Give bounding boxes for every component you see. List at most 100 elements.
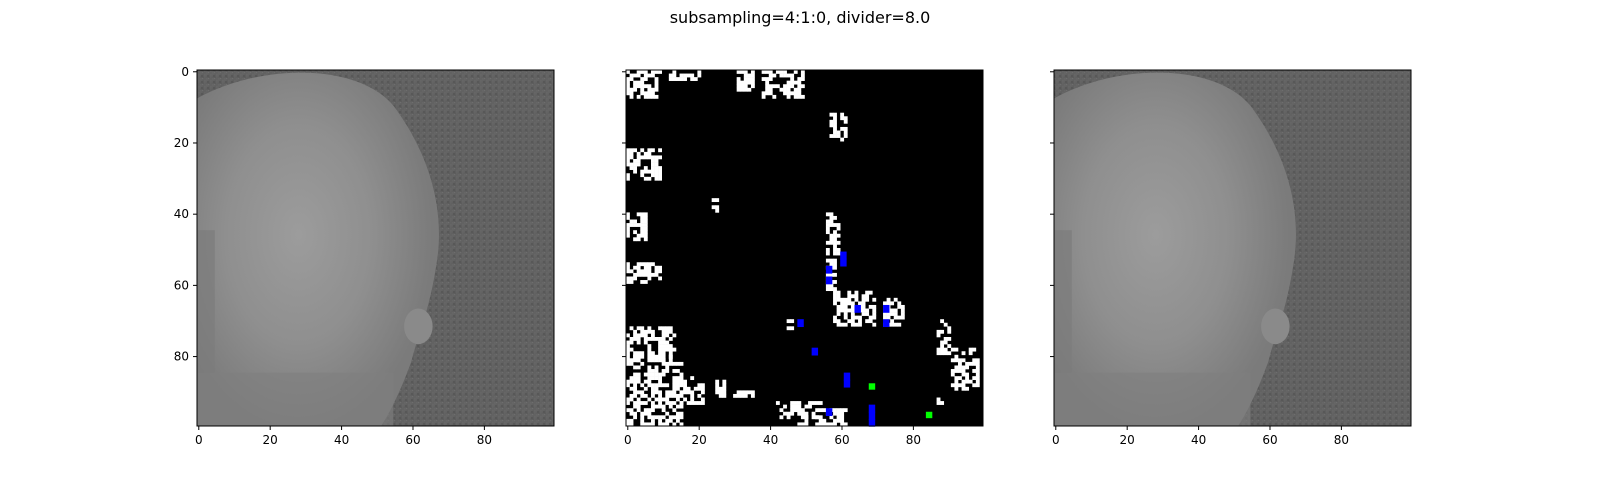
panel-1: 0 20 40 60 80 0 20 40 60 80 bbox=[174, 65, 555, 447]
mask-pixel bbox=[665, 344, 670, 348]
x-tick-label-4: 80 bbox=[1334, 433, 1349, 447]
mask-pixel bbox=[626, 379, 630, 384]
y-tick-label-0: 0 bbox=[181, 65, 189, 79]
mask-pixel bbox=[797, 77, 802, 81]
mask-pixel bbox=[629, 340, 634, 345]
mask-pixel bbox=[643, 77, 648, 81]
mask-pixel bbox=[654, 80, 659, 85]
mask-pixel bbox=[790, 80, 795, 85]
mask-pixel bbox=[636, 372, 641, 377]
mask-pixel bbox=[626, 408, 630, 413]
mask-pixel bbox=[761, 94, 766, 99]
mask-pixel bbox=[683, 397, 687, 402]
mask-pixel bbox=[829, 240, 834, 245]
x-tick-label-0: 0 bbox=[1052, 433, 1060, 447]
mask-pixel bbox=[633, 276, 638, 281]
y-tick-label-2: 40 bbox=[174, 207, 189, 221]
mask-pixel bbox=[643, 333, 648, 338]
mask-pixel bbox=[750, 80, 755, 85]
mask-pixel bbox=[629, 148, 634, 153]
mask-pixel bbox=[797, 422, 802, 427]
mask-pixel bbox=[629, 269, 634, 274]
mask-pixel bbox=[697, 383, 702, 388]
mask-pixel bbox=[629, 77, 634, 81]
mask-pixel bbox=[647, 411, 652, 416]
mask-pixel bbox=[840, 137, 845, 142]
mask-pixel bbox=[658, 265, 662, 270]
mask-pixel bbox=[629, 155, 634, 160]
mask-pixel bbox=[779, 87, 784, 92]
mask-pixel bbox=[654, 176, 659, 181]
mask-pixel bbox=[936, 329, 941, 334]
mask-pixel bbox=[961, 365, 966, 370]
mask-pixel bbox=[672, 70, 677, 74]
mask-pixel bbox=[683, 386, 687, 391]
mask-pixel bbox=[633, 80, 638, 85]
mask-pixel bbox=[836, 304, 841, 309]
mask-pixel bbox=[783, 91, 787, 96]
mask-pixel bbox=[672, 73, 677, 78]
mask-pixel bbox=[643, 94, 648, 99]
mask-pixel bbox=[679, 372, 684, 377]
mask-pixel bbox=[647, 73, 652, 78]
mask-pixel bbox=[665, 369, 670, 373]
mask-pixel bbox=[750, 77, 755, 81]
mask-pixel bbox=[643, 329, 648, 334]
mask-pixel bbox=[886, 297, 891, 302]
mask-pixel bbox=[626, 344, 630, 348]
mask-pixel bbox=[765, 80, 770, 85]
mask-pixel bbox=[654, 269, 659, 274]
mask-pixel bbox=[626, 276, 630, 281]
mask-pixel bbox=[636, 401, 641, 405]
mask-pixel bbox=[658, 337, 662, 341]
mask-pixel bbox=[658, 276, 662, 281]
mask-pixel bbox=[940, 344, 945, 348]
mask-pixel bbox=[850, 322, 855, 327]
mask-pixel bbox=[897, 315, 902, 320]
mask-pixel bbox=[626, 215, 630, 220]
x-tick-label-3: 60 bbox=[405, 433, 420, 447]
blue-mark-4 bbox=[797, 319, 804, 328]
mask-pixel bbox=[640, 272, 645, 277]
mask-pixel bbox=[829, 283, 834, 288]
mask-pixel bbox=[893, 308, 898, 313]
mask-pixel bbox=[958, 369, 962, 373]
mask-pixel bbox=[765, 91, 770, 96]
mask-pixel bbox=[636, 151, 641, 156]
mask-pixel bbox=[850, 308, 855, 313]
mask-pixel bbox=[629, 337, 634, 341]
mask-pixel bbox=[811, 415, 816, 420]
mask-pixel bbox=[647, 272, 652, 277]
mask-pixel bbox=[947, 326, 952, 331]
mask-pixel bbox=[790, 401, 795, 405]
mask-pixel bbox=[650, 383, 655, 388]
mask-pixel bbox=[629, 393, 634, 398]
mask-pixel bbox=[829, 219, 834, 224]
mask-pixel bbox=[679, 376, 684, 381]
mask-pixel bbox=[975, 369, 980, 373]
mask-pixel bbox=[633, 376, 638, 381]
mask-pixel bbox=[636, 212, 641, 217]
mask-pixel bbox=[668, 390, 673, 395]
mask-pixel bbox=[840, 411, 845, 416]
mask-pixel bbox=[633, 162, 638, 167]
mask-pixel bbox=[658, 155, 662, 160]
mask-pixel bbox=[883, 301, 887, 306]
mask-pixel bbox=[633, 84, 638, 89]
blue-mark-3 bbox=[825, 276, 833, 285]
mask-pixel bbox=[833, 251, 837, 256]
mask-pixel bbox=[654, 70, 659, 74]
mask-pixel bbox=[633, 333, 638, 338]
mask-pixel bbox=[836, 308, 841, 313]
mask-pixel bbox=[633, 351, 638, 356]
mask-pixel bbox=[647, 415, 652, 420]
mask-pixel bbox=[668, 401, 673, 405]
mask-pixel bbox=[636, 233, 641, 238]
mask-pixel bbox=[650, 369, 655, 373]
mask-pixel bbox=[793, 87, 798, 92]
mask-pixel bbox=[858, 315, 862, 320]
mask-pixel bbox=[636, 80, 641, 85]
mask-pixel bbox=[840, 304, 845, 309]
mask-pixel bbox=[633, 401, 638, 405]
mask-pixel bbox=[865, 308, 870, 313]
